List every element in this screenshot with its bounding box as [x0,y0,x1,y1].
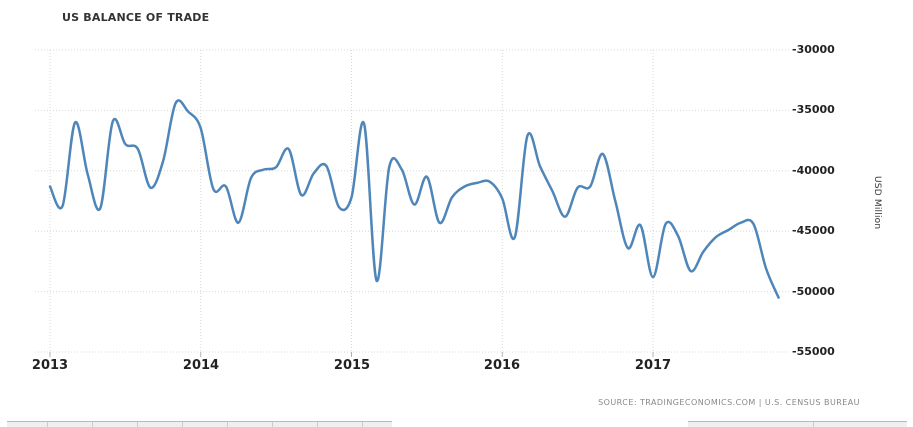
y-axis-title: USD Million [872,176,882,230]
trade-balance-line [48,99,780,299]
chart-title: US BALANCE OF TRADE [62,11,210,24]
x-tick-label: 2016 [483,358,521,373]
table-cell-separator [317,422,318,427]
x-tick-label: 2014 [182,358,220,373]
table-cell-separator [272,422,273,427]
source-attribution: SOURCE: TRADINGECONOMICS.COM | U.S. CENS… [598,398,860,407]
y-tick-label: -50000 [792,285,835,298]
table-cell-separator [227,422,228,427]
y-tick-label: -55000 [792,345,835,358]
y-tick-label: -30000 [792,43,835,56]
partial-table-right [688,421,907,427]
table-cell-separator [92,422,93,427]
x-tick-label: 2013 [31,358,69,373]
x-tick-label: 2017 [634,358,672,373]
table-cell-separator [47,422,48,427]
table-cell-separator [362,422,363,427]
table-cell-separator [182,422,183,427]
table-cell-separator [137,422,138,427]
y-tick-label: -40000 [792,164,835,177]
y-tick-label: -35000 [792,103,835,116]
partial-table-left [7,421,392,427]
table-cell-separator [813,422,814,427]
y-tick-label: -45000 [792,224,835,237]
x-tick-label: 2015 [333,358,371,373]
